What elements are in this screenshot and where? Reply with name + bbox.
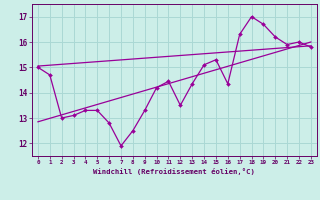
X-axis label: Windchill (Refroidissement éolien,°C): Windchill (Refroidissement éolien,°C) [93,168,255,175]
